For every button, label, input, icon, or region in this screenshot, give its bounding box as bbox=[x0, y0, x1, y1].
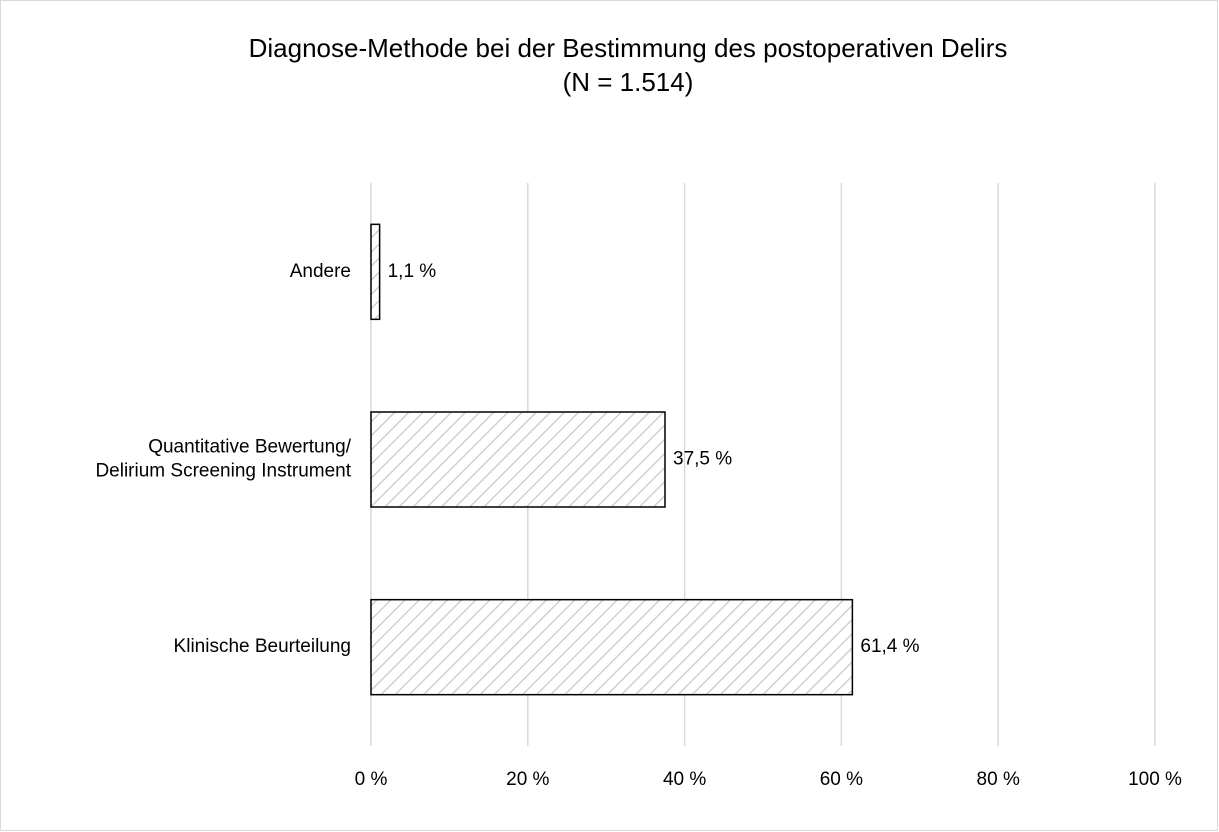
x-tick-label: 40 % bbox=[663, 769, 706, 790]
x-tick-label: 100 % bbox=[1128, 769, 1182, 790]
y-tick-label: Andere bbox=[290, 261, 351, 282]
y-tick-label: Quantitative Bewertung/Delirium Screenin… bbox=[95, 437, 351, 482]
chart-title: Diagnose-Methode bei der Bestimmung des … bbox=[249, 33, 1008, 63]
bar bbox=[370, 598, 854, 696]
data-label: 1,1 % bbox=[388, 261, 437, 282]
chart-subtitle: (N = 1.514) bbox=[563, 67, 694, 97]
bar bbox=[370, 411, 666, 508]
x-tick-label: 60 % bbox=[820, 769, 863, 790]
x-tick-label: 20 % bbox=[506, 769, 549, 790]
x-tick-label: 0 % bbox=[355, 769, 388, 790]
data-label: 61,4 % bbox=[860, 636, 919, 657]
x-tick-label: 80 % bbox=[977, 769, 1020, 790]
y-tick-label: Klinische Beurteilung bbox=[174, 636, 351, 657]
data-label: 37,5 % bbox=[673, 449, 732, 470]
bar bbox=[370, 223, 381, 321]
